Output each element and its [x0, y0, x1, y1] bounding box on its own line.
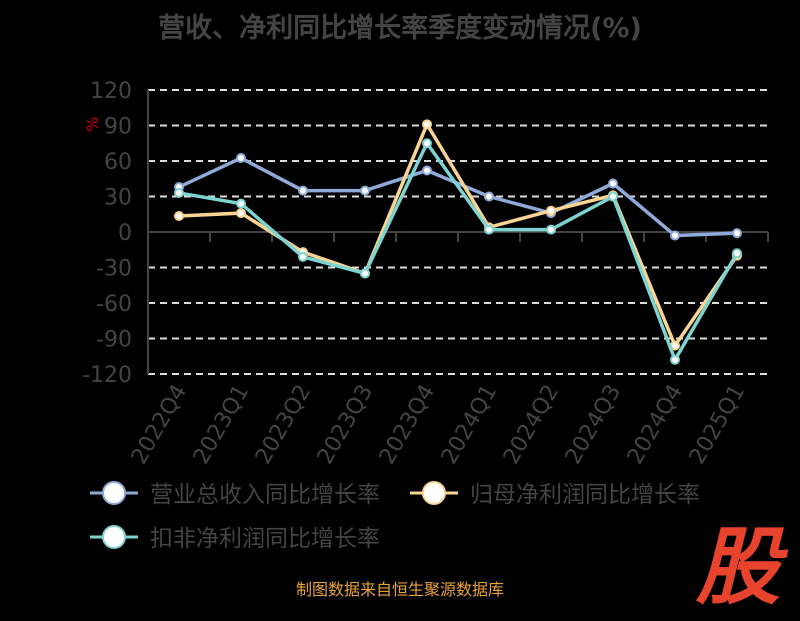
x-tick-label: 2025Q1 [685, 381, 750, 469]
y-tick-label: 90 [104, 115, 132, 140]
data-point [298, 251, 308, 262]
chart-title: 营收、净利同比增长率季度变动情况(%) [158, 13, 642, 44]
series-line [178, 139, 739, 364]
data-point [174, 187, 184, 198]
data-point [608, 178, 618, 189]
data-point [298, 185, 308, 196]
line-chart: 1209060300-30-60-90-120%2022Q42023Q12023… [82, 79, 769, 552]
data-point [360, 185, 370, 196]
data-point [236, 208, 246, 219]
x-tick-label: 2024Q2 [499, 381, 564, 469]
data-point [608, 191, 618, 202]
data-point [732, 248, 742, 259]
y-tick-label: -60 [96, 292, 132, 317]
y-tick-label: -30 [96, 257, 132, 282]
legend-marker [102, 481, 126, 505]
x-tick-label: 2024Q4 [623, 381, 688, 469]
legend-label: 营业总收入同比增长率 [150, 482, 380, 508]
series-line [178, 120, 739, 350]
data-point [422, 165, 432, 176]
y-tick-label: 30 [104, 186, 132, 211]
data-point [670, 354, 680, 365]
logo: 股 [695, 518, 780, 616]
data-point [546, 205, 556, 216]
data-point [236, 153, 246, 164]
data-point [670, 230, 680, 241]
legend-label: 扣非净利润同比增长率 [150, 526, 380, 552]
data-point [360, 268, 370, 279]
data-point [422, 119, 432, 130]
y-axis-label: % [83, 117, 102, 132]
data-point [236, 198, 246, 209]
x-tick-label: 2024Q1 [437, 381, 502, 469]
y-tick-label: 60 [104, 150, 132, 175]
data-point [484, 224, 494, 235]
x-tick-label: 2023Q4 [375, 381, 440, 469]
data-point [484, 191, 494, 202]
data-point [732, 228, 742, 239]
x-tick-label: 2023Q1 [189, 381, 254, 469]
data-point [174, 211, 184, 222]
data-point [422, 138, 432, 149]
y-tick-label: -90 [96, 328, 132, 353]
data-point [546, 224, 556, 235]
x-tick-label: 2023Q3 [313, 381, 378, 469]
x-tick-label: 2024Q3 [561, 381, 626, 469]
x-tick-label: 2023Q2 [251, 381, 316, 469]
x-tick-label: 2022Q4 [127, 381, 192, 469]
y-tick-label: -120 [82, 363, 132, 388]
legend-marker [422, 481, 446, 505]
y-tick-label: 120 [90, 79, 132, 104]
legend-marker [102, 525, 126, 549]
legend-label: 归母净利润同比增长率 [470, 482, 700, 508]
chart-root: 营收、净利同比增长率季度变动情况(%) 120 90 60 30 0 -30 -60 -90 -… [82, 13, 780, 616]
footer-source: 制图数据来自恒生聚源数据库 [295, 580, 504, 599]
y-tick-label: 0 [118, 221, 132, 246]
